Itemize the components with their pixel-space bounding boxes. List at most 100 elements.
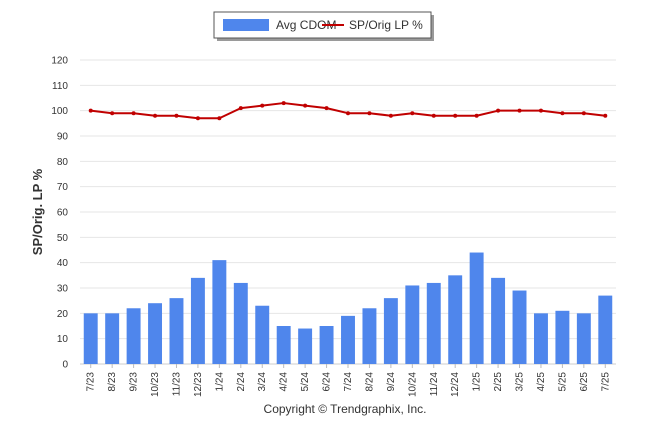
y-tick-label: 40 xyxy=(57,258,69,269)
x-tick-label: 2/24 xyxy=(236,372,247,392)
x-tick-label: 3/24 xyxy=(257,372,268,392)
sp-orig-lp-line xyxy=(88,101,608,121)
x-tick-label: 11/23 xyxy=(171,372,182,397)
x-tick-label: 1/25 xyxy=(472,372,483,392)
sp-orig-lp-point xyxy=(346,111,350,116)
sp-orig-lp-point xyxy=(431,113,436,118)
x-tick-label: 12/24 xyxy=(450,372,461,397)
sp-orig-lp-point xyxy=(217,116,222,121)
x-tick-label: 6/25 xyxy=(579,372,590,392)
y-tick-label: 80 xyxy=(57,157,69,168)
x-tick-label: 7/24 xyxy=(343,372,354,392)
cdom-bar xyxy=(83,313,98,364)
grid-lines xyxy=(80,59,616,365)
x-tick-label: 5/25 xyxy=(557,372,568,392)
sp-orig-lp-point xyxy=(131,111,136,116)
x-tick-label: 6/24 xyxy=(322,372,333,392)
cdom-bar xyxy=(126,308,141,364)
sp-orig-lp-point xyxy=(324,106,329,111)
cdom-bar xyxy=(105,313,120,364)
sp-orig-lp-point xyxy=(603,113,608,118)
sp-orig-lp-point xyxy=(517,108,522,113)
cdom-bar xyxy=(576,313,591,364)
y-tick-label: 60 xyxy=(57,208,69,219)
x-tick-label: 9/24 xyxy=(386,372,397,392)
legend-bar-label: Avg CDOM xyxy=(276,18,336,32)
x-tick-label: 3/25 xyxy=(515,372,526,392)
x-tick-label: 9/23 xyxy=(129,372,140,392)
y-tick-label: 10 xyxy=(57,334,69,345)
cdom-bar xyxy=(512,290,527,364)
cdom-bar xyxy=(190,277,205,364)
sp-orig-lp-point xyxy=(195,116,200,121)
x-tick-label: 11/24 xyxy=(429,372,440,397)
sp-orig-lp-point xyxy=(281,101,286,106)
cdom-bar xyxy=(469,252,484,364)
cdom-bar xyxy=(598,295,613,364)
cdom-bar xyxy=(362,308,377,364)
x-tick-label: 7/23 xyxy=(86,372,97,392)
y-tick-label: 100 xyxy=(51,106,68,117)
y-tick-label: 110 xyxy=(52,81,68,92)
x-tick-label: 7/25 xyxy=(600,372,611,392)
cdom-bar xyxy=(405,285,420,364)
y-tick-label: 90 xyxy=(57,132,69,143)
cdom-bar xyxy=(169,298,184,364)
x-tick-label: 12/23 xyxy=(193,372,204,397)
sp-orig-lp-point xyxy=(496,108,501,113)
cdom-bar xyxy=(448,275,463,364)
cdom-bar xyxy=(212,260,227,364)
x-axis-ticks: 7/23 8/23 9/23 10/23 11/23 12/23 1/24 2/24 3/24 4… xyxy=(86,364,611,397)
legend: Avg CDOM SP/Orig LP % xyxy=(213,11,434,41)
sp-orig-lp-point xyxy=(410,111,415,116)
sp-orig-lp-point xyxy=(560,111,565,116)
cdom-bar xyxy=(533,313,548,364)
legend-line-label: SP/Orig LP % xyxy=(349,18,423,32)
sp-orig-lp-point xyxy=(238,106,243,111)
x-tick-label: 1/24 xyxy=(214,372,225,392)
sp-orig-lp-point xyxy=(174,113,179,118)
y-axis-title: SP/Orig. LP % xyxy=(30,168,45,255)
cdom-bar xyxy=(491,277,506,364)
sp-orig-lp-point xyxy=(453,113,458,118)
sp-orig-lp-point xyxy=(474,113,479,118)
cdom-bar xyxy=(148,303,163,364)
cdom-bar xyxy=(319,326,334,364)
sp-orig-lp-point xyxy=(88,108,93,113)
y-tick-label: 120 xyxy=(51,56,68,67)
y-tick-label: 20 xyxy=(57,309,69,320)
x-tick-label: 2/25 xyxy=(493,372,504,392)
sp-orig-lp-point xyxy=(538,108,543,113)
x-tick-label: 4/24 xyxy=(279,372,290,392)
cdom-bar xyxy=(341,315,355,364)
sp-orig-lp-point xyxy=(110,111,115,116)
copyright-text: Copyright © Trendgraphix, Inc. xyxy=(264,402,427,416)
y-tick-label: 30 xyxy=(57,284,69,295)
sp-orig-lp-point xyxy=(260,103,265,108)
sp-orig-lp-point xyxy=(581,111,586,116)
cdom-bars xyxy=(83,252,613,364)
sp-orig-lp-point xyxy=(153,113,158,118)
cdom-bar xyxy=(555,310,570,364)
sp-orig-lp-point xyxy=(367,111,372,116)
x-tick-label: 8/23 xyxy=(107,372,118,392)
y-tick-label: 50 xyxy=(57,233,69,244)
y-tick-label: 0 xyxy=(62,360,68,371)
x-tick-label: 5/24 xyxy=(300,372,311,392)
x-tick-label: 4/25 xyxy=(536,372,547,392)
sp-orig-lp-point xyxy=(303,103,308,108)
x-tick-label: 10/24 xyxy=(407,372,418,397)
cdom-bar xyxy=(276,326,291,364)
x-tick-label: 10/23 xyxy=(150,372,161,397)
cdom-bar xyxy=(426,282,441,364)
y-axis-ticks: 0 10 20 30 40 50 60 70 80 90 100 110 120 xyxy=(51,56,68,371)
cdom-bar xyxy=(298,328,313,364)
cdom-bar xyxy=(383,298,398,364)
y-tick-label: 70 xyxy=(57,182,69,193)
legend-bar-swatch xyxy=(223,19,269,31)
x-tick-label: 8/24 xyxy=(364,372,375,392)
sp-orig-lp-point xyxy=(388,113,393,118)
cdom-bar xyxy=(233,282,248,364)
